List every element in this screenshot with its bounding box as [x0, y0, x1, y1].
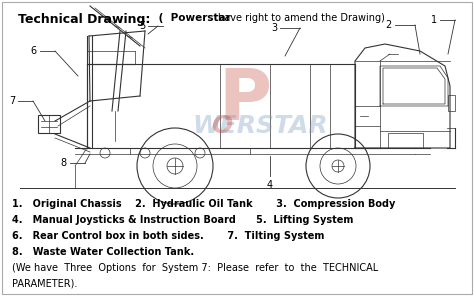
Text: 1.   Original Chassis    2.  Hydraulic Oil Tank       3.  Compression Body: 1. Original Chassis 2. Hydraulic Oil Tan… — [12, 199, 395, 209]
Bar — [388, 133, 423, 148]
Text: 6: 6 — [31, 46, 37, 56]
Text: PARAMETER).: PARAMETER). — [12, 279, 77, 289]
Text: 1: 1 — [431, 15, 437, 25]
Text: WERSTAR: WERSTAR — [192, 114, 328, 138]
Text: P: P — [219, 67, 272, 136]
Text: 6.   Rear Control box in both sides.       7.  Tilting System: 6. Rear Control box in both sides. 7. Ti… — [12, 231, 324, 241]
Text: 4.   Manual Joysticks & Instruction Board      5.  Lifting System: 4. Manual Joysticks & Instruction Board … — [12, 215, 354, 225]
Text: 8: 8 — [61, 158, 67, 168]
Bar — [448, 95, 455, 111]
Text: 7: 7 — [9, 96, 15, 106]
Text: have right to amend the Drawing): have right to amend the Drawing) — [218, 13, 385, 23]
Text: 5: 5 — [139, 21, 145, 31]
Text: O: O — [211, 114, 233, 138]
Text: Technical Drawing:: Technical Drawing: — [18, 13, 150, 26]
Text: 8.   Waste Water Collection Tank.: 8. Waste Water Collection Tank. — [12, 247, 194, 257]
Text: (We have  Three  Options  for  System 7:  Please  refer  to  the  TECHNICAL: (We have Three Options for System 7: Ple… — [12, 263, 378, 273]
Text: 3: 3 — [271, 23, 277, 33]
Text: (  Powerstar: ( Powerstar — [155, 13, 234, 23]
Text: 4: 4 — [267, 180, 273, 190]
Text: 2: 2 — [386, 20, 392, 30]
Bar — [38, 115, 60, 133]
